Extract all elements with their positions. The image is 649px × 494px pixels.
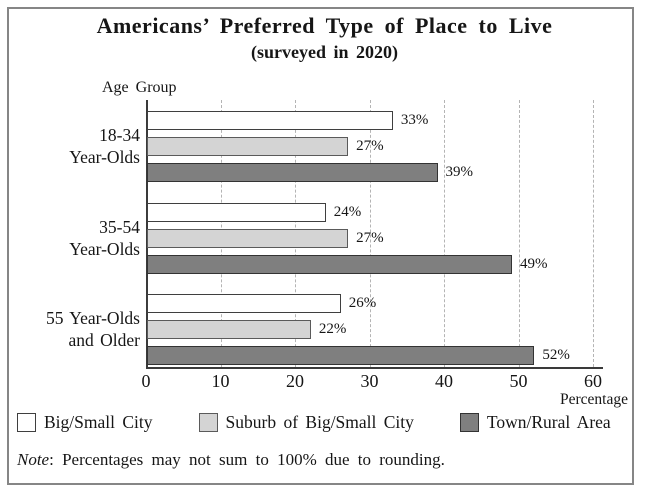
x-tick-label: 30 bbox=[360, 371, 379, 391]
category-labels: 18-34 Year-Olds 35-54 Year-Olds 55 Year-Olds… bbox=[8, 0, 140, 494]
x-tick-label: 10 bbox=[211, 371, 230, 391]
note: Note: Percentages may not sum to 100% du… bbox=[17, 450, 445, 470]
plot-area: 0 10 20 30 40 50 60 33% 24% 26% 27% 27% 22% 39% 49% 52% bbox=[142, 100, 603, 391]
gridline-60 bbox=[593, 100, 594, 367]
bar bbox=[147, 229, 349, 248]
category-label-line: Year-Olds bbox=[69, 239, 140, 259]
x-axis-title: Percentage bbox=[560, 391, 628, 408]
bar bbox=[147, 346, 535, 365]
x-tick-label: 0 bbox=[141, 371, 151, 391]
legend-label: Big/Small City bbox=[44, 412, 153, 432]
bar bbox=[147, 320, 311, 339]
legend-label: Suburb of Big/Small City bbox=[225, 412, 414, 432]
x-tick-label: 60 bbox=[584, 371, 602, 391]
category-label-line: and Older bbox=[68, 330, 141, 350]
y-axis-title: Age Group bbox=[102, 79, 177, 96]
bar-value-label: 52% bbox=[542, 347, 570, 363]
bar-value-label: 22% bbox=[318, 321, 347, 337]
category-label-line: 55 Year-Olds bbox=[45, 308, 140, 328]
category-label: 55 Year-Olds and Older bbox=[8, 307, 140, 351]
legend-swatch bbox=[17, 413, 36, 432]
legend-item: Big/Small City bbox=[17, 412, 153, 433]
chart-title: Americans’ Preferred Type of Place to Li… bbox=[96, 13, 553, 38]
bar-value-label: 26% bbox=[348, 295, 377, 311]
bar-value-label: 49% bbox=[520, 256, 548, 272]
note-label: Note bbox=[17, 450, 50, 469]
x-tick-label: 20 bbox=[286, 371, 304, 391]
legend: Big/Small City Suburb of Big/Small City To… bbox=[17, 412, 611, 433]
category-label: 35-54 Year-Olds bbox=[8, 216, 140, 260]
bar-value-label: 27% bbox=[356, 138, 384, 154]
category-label-line: Year-Olds bbox=[69, 147, 140, 167]
legend-swatch bbox=[459, 413, 479, 432]
gridline-30 bbox=[369, 100, 371, 367]
bar-value-label: 27% bbox=[356, 230, 384, 246]
legend-item: Suburb of Big/Small City bbox=[198, 412, 414, 433]
legend-swatch bbox=[198, 413, 218, 432]
bar bbox=[147, 294, 341, 313]
category-label: 18-34 Year-Olds bbox=[8, 124, 140, 168]
gridline-40 bbox=[444, 100, 445, 367]
chart-subtitle: (surveyed in 2020) bbox=[251, 42, 398, 62]
bar bbox=[147, 163, 438, 182]
legend-label: Town/Rural Area bbox=[486, 412, 611, 432]
bar bbox=[147, 137, 349, 156]
category-label-line: 35-54 bbox=[99, 217, 140, 237]
bar bbox=[147, 255, 513, 274]
x-axis-line bbox=[146, 367, 603, 369]
bar-value-label: 39% bbox=[445, 164, 474, 180]
x-tick-label: 40 bbox=[435, 371, 453, 391]
bar-value-label: 33% bbox=[400, 112, 429, 128]
category-label-line: 18-34 bbox=[99, 125, 140, 145]
bar-value-label: 24% bbox=[333, 204, 362, 220]
gridline-50 bbox=[518, 100, 520, 367]
chart-frame bbox=[7, 7, 634, 485]
x-tick-label: 50 bbox=[509, 371, 528, 391]
note-text: : Percentages may not sum to 100% due to… bbox=[49, 450, 445, 469]
bar bbox=[147, 111, 393, 130]
bar bbox=[147, 203, 326, 222]
legend-item: Town/Rural Area bbox=[459, 412, 611, 433]
